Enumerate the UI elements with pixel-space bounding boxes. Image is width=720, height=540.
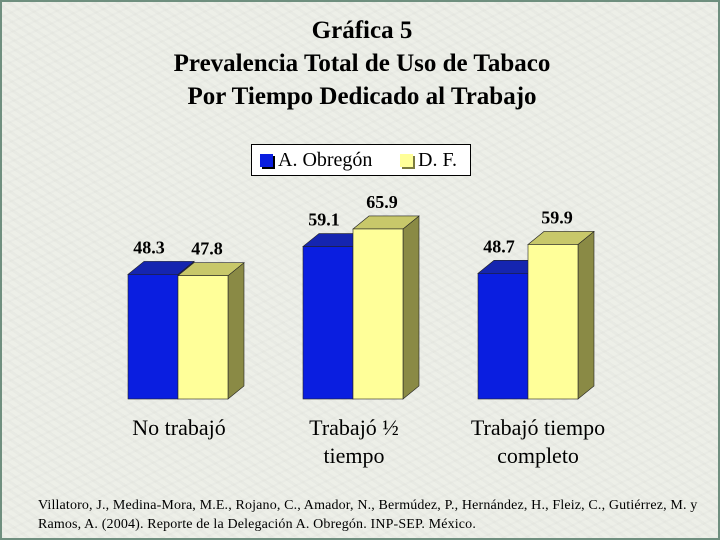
data-label-1-1: 48.3 [133, 237, 165, 257]
bar-front-1-1 [127, 274, 179, 400]
data-label-2-1: 47.8 [191, 239, 223, 259]
data-label-2-2: 65.9 [366, 192, 398, 212]
legend-swatch-series-2 [400, 154, 413, 167]
bar-front-1-2 [302, 246, 354, 400]
legend-label-series-2: D. F. [418, 149, 457, 171]
category-label-2-line-1: Trabajó ½ [309, 415, 399, 440]
bar-front-2-2 [352, 228, 404, 400]
bar-2-3 [527, 230, 595, 400]
legend-swatch-series-1 [260, 154, 273, 167]
category-label-1-line-1: No trabajó [132, 415, 226, 440]
bar-front-2-3 [527, 244, 579, 400]
data-label-1-3: 48.7 [483, 236, 515, 256]
chart-title-line-2: Prevalencia Total de Uso de Tabaco [173, 50, 551, 77]
legend-label-series-1: A. Obregón [278, 149, 373, 171]
bar-2-1 [177, 262, 245, 400]
bar-side-2-2 [402, 215, 420, 400]
data-label-2-3: 59.9 [541, 207, 573, 227]
bar-2-2 [352, 215, 420, 400]
category-label-2-line-2: tiempo [323, 443, 385, 468]
bar-side-2-3 [577, 230, 595, 400]
chart-legend: A. Obregón D. F. [251, 144, 471, 176]
bar-front-2-1 [177, 275, 229, 400]
category-label-3-line-2: completo [497, 443, 579, 468]
chart-title-line-1: Gráfica 5 [311, 17, 413, 44]
category-label-1: No trabajó [99, 414, 259, 442]
category-label-3-line-1: Trabajó tiempo [470, 415, 606, 440]
category-label-3: Trabajó tiempo completo [438, 414, 638, 470]
category-label-2: Trabajó ½ tiempo [274, 414, 434, 470]
bar-front-1-3 [477, 273, 529, 400]
data-label-1-2: 59.1 [308, 210, 340, 230]
citation: Villatoro, J., Medina-Mora, M.E., Rojano… [38, 498, 698, 532]
chart-title-line-3: Por Tiempo Dedicado al Trabajo [187, 83, 537, 110]
bar-side-2-1 [227, 262, 245, 400]
